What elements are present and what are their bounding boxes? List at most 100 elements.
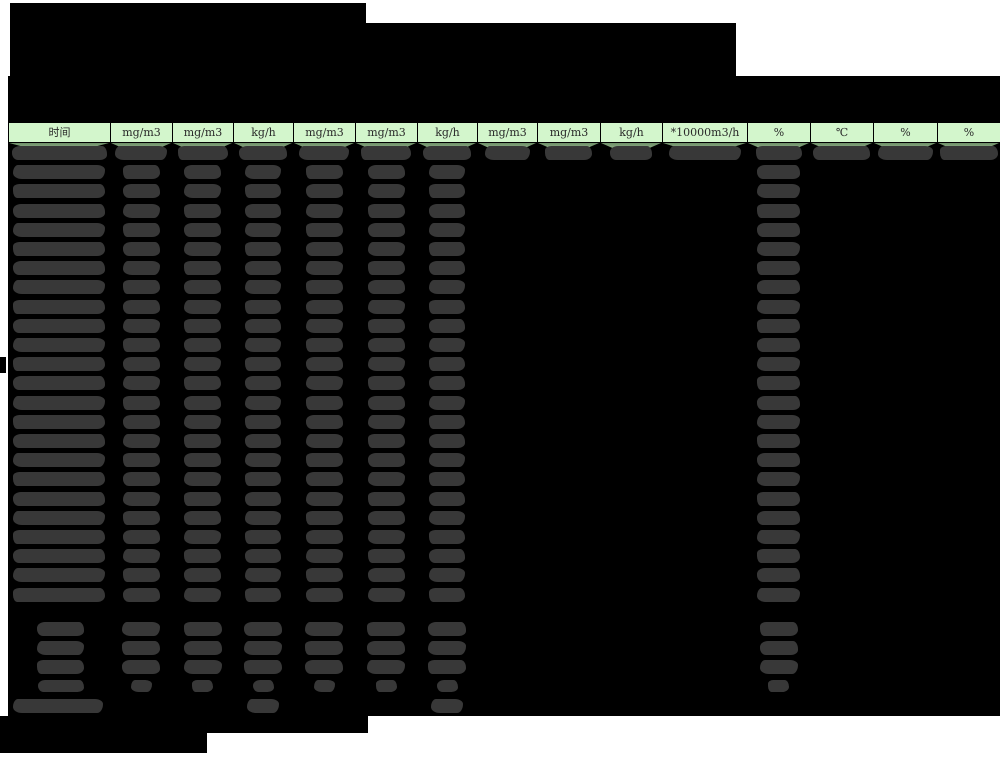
- redacted-cell-value: [367, 299, 405, 314]
- redacted-cell-value: [122, 434, 160, 448]
- redacted-summary-value: [759, 622, 798, 636]
- redacted-cell-value: [367, 530, 405, 544]
- redacted-cell-value: [305, 491, 343, 506]
- redacted-cell-value: [245, 203, 281, 218]
- redacted-cell-value: [484, 146, 530, 160]
- redacted-cell-value: [367, 165, 405, 180]
- redacted-cell-value: [245, 299, 281, 314]
- redacted-timestamp: [13, 491, 105, 506]
- redacted-summary-value: [305, 660, 343, 674]
- redacted-cell-value: [757, 434, 800, 448]
- redacted-cell-value: [305, 568, 343, 583]
- redacted-cell-value: [429, 338, 465, 352]
- redacted-cell-value: [429, 242, 465, 256]
- redacted-timestamp: [13, 510, 105, 525]
- header-cell-9: kg/h: [600, 122, 663, 143]
- redacted-cell-value: [184, 184, 221, 199]
- header-cell-7: mg/m3: [477, 122, 538, 143]
- redacted-timestamp: [13, 568, 105, 583]
- redacted-cell-value: [245, 165, 281, 180]
- redacted-row-label: [37, 622, 84, 636]
- redacted-cell-value: [122, 261, 160, 276]
- redacted-cell-value: [429, 203, 465, 218]
- redacted-cell-value: [757, 261, 800, 276]
- redacted-cell-value: [245, 530, 281, 544]
- redacted-cell-value: [245, 434, 281, 448]
- monitoring-table: 时间 mg/m3 mg/m3 kg/h mg/m3 mg/m3 kg/h mg/m3 mg/m3…: [8, 122, 1000, 716]
- redacted-timestamp: [13, 184, 105, 199]
- redacted-cell-value: [305, 203, 343, 218]
- redacted-timestamp: [13, 587, 105, 602]
- header-cell-8: mg/m3: [537, 122, 601, 143]
- redacted-cell-value: [877, 146, 933, 160]
- redacted-cell-value: [757, 338, 800, 352]
- redacted-cell-value: [184, 568, 221, 583]
- redacted-cell-value: [184, 414, 221, 429]
- redacted-summary-value: [375, 680, 397, 692]
- redacted-summary-value: [428, 660, 466, 674]
- header-cell-1: mg/m3: [110, 122, 173, 143]
- redacted-cell-value: [305, 165, 343, 180]
- redacted-cell-value: [184, 587, 221, 602]
- redacted-summary-value: [367, 622, 405, 636]
- redacted-cell-value: [245, 414, 281, 429]
- redacted-timestamp: [13, 395, 105, 410]
- redacted-timestamp: [13, 453, 105, 468]
- redacted-cell-value: [122, 587, 160, 602]
- redacted-cell-value: [367, 338, 405, 352]
- redacted-cell-value: [367, 242, 405, 256]
- redacted-summary-value: [759, 660, 798, 674]
- redacted-row-label: [37, 660, 84, 674]
- redacted-cell-value: [757, 530, 800, 544]
- redacted-cell-value: [757, 203, 800, 218]
- redacted-cell-value: [184, 453, 221, 468]
- redacted-cell-value: [115, 146, 167, 160]
- redacted-cell-value: [184, 165, 221, 180]
- header-cell-0: 时间: [8, 122, 111, 143]
- redacted-summary-value: [428, 622, 466, 636]
- redacted-cell-value: [122, 222, 160, 237]
- redacted-cell-value: [184, 357, 221, 372]
- redacted-cell-value: [245, 338, 281, 352]
- redacted-cell-value: [305, 530, 343, 544]
- redacted-cell-value: [245, 472, 281, 487]
- redacted-timestamp: [13, 242, 105, 256]
- header-unit-label: mg/m3: [305, 126, 344, 139]
- redacted-cell-value: [305, 318, 343, 333]
- redacted-cell-value: [122, 184, 160, 199]
- redacted-cell-value: [757, 491, 800, 506]
- redacted-cell-value: [755, 146, 802, 160]
- redacted-cell-value: [245, 376, 281, 391]
- redacted-cell-value: [122, 549, 160, 564]
- redacted-left-margin-mark: [0, 357, 6, 373]
- redacted-cell-value: [429, 357, 465, 372]
- redacted-timestamp: [13, 203, 105, 218]
- redacted-cell-value: [122, 530, 160, 544]
- header-cell-13: %: [873, 122, 938, 143]
- redacted-cell-value: [184, 338, 221, 352]
- redacted-cell-value: [429, 261, 465, 276]
- redacted-cell-value: [757, 242, 800, 256]
- redacted-cell-value: [305, 395, 343, 410]
- header-unit-label: mg/m3: [122, 126, 161, 139]
- redacted-summary-value: [431, 699, 463, 713]
- redacted-row-label: [38, 680, 84, 692]
- redacted-summary-value: [122, 622, 160, 636]
- redacted-summary-value: [183, 622, 222, 636]
- redacted-cell-value: [177, 146, 228, 160]
- redacted-summary-value: [759, 641, 798, 655]
- redacted-cell-value: [429, 549, 465, 564]
- redacted-cell-value: [429, 299, 465, 314]
- redacted-cell-value: [245, 549, 281, 564]
- redacted-cell-value: [367, 357, 405, 372]
- redacted-summary-value: [367, 660, 405, 674]
- redacted-cell-value: [429, 280, 465, 295]
- redacted-cell-value: [122, 165, 160, 180]
- redacted-summary-value: [122, 641, 160, 655]
- redacted-cell-value: [429, 395, 465, 410]
- redacted-cell-value: [122, 280, 160, 295]
- redacted-cell-value: [122, 376, 160, 391]
- redacted-cell-value: [184, 203, 221, 218]
- redacted-cell-value: [367, 414, 405, 429]
- redacted-cell-value: [184, 261, 221, 276]
